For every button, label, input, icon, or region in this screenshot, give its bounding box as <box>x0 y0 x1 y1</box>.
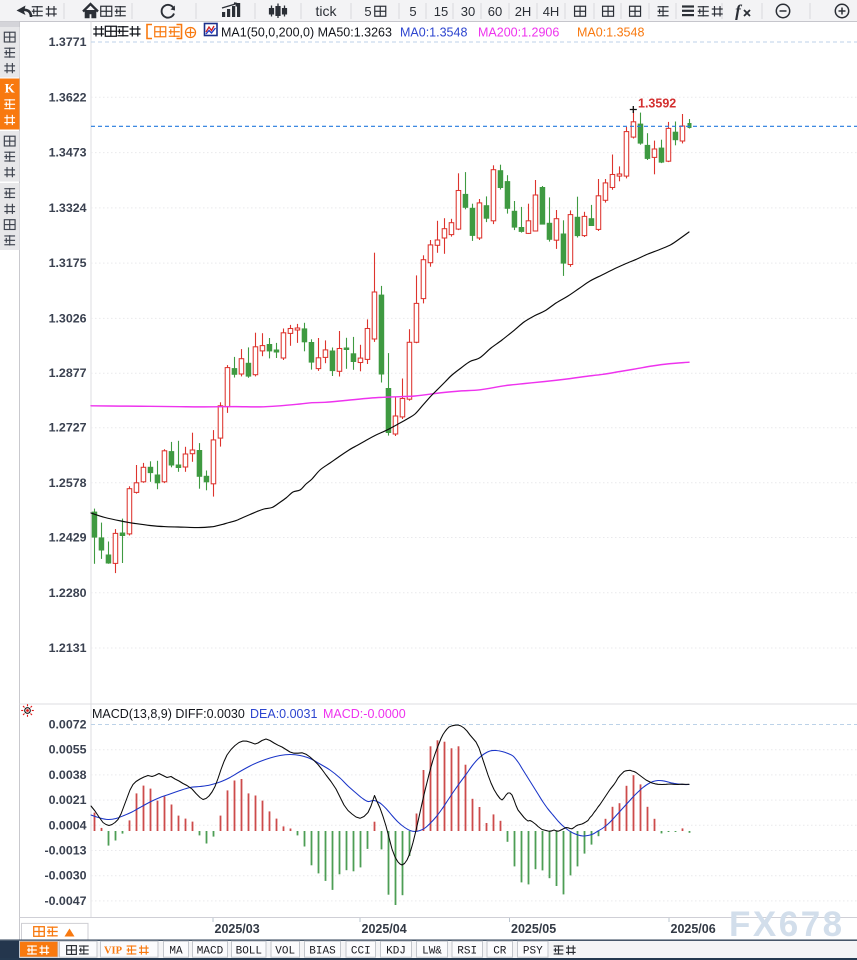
svg-text:VIP: VIP <box>104 946 123 957</box>
svg-text:30: 30 <box>461 4 475 19</box>
svg-text:-0.0030: -0.0030 <box>44 869 86 883</box>
svg-text:2025/06: 2025/06 <box>671 922 716 936</box>
svg-text:0.0004: 0.0004 <box>49 818 87 832</box>
svg-text:CR: CR <box>493 946 507 958</box>
svg-text:5: 5 <box>409 4 416 19</box>
svg-text:MA0:1.3548: MA0:1.3548 <box>400 26 467 40</box>
svg-text:VOL: VOL <box>275 946 295 958</box>
svg-text:60: 60 <box>488 4 502 19</box>
svg-text:1.3622: 1.3622 <box>49 90 87 104</box>
svg-text:tick: tick <box>316 3 338 19</box>
svg-text:1.2727: 1.2727 <box>49 421 87 435</box>
svg-text:BOLL: BOLL <box>236 946 262 958</box>
svg-text:RSI: RSI <box>457 946 477 958</box>
svg-text:PSY: PSY <box>523 946 543 958</box>
svg-text:MA: MA <box>169 946 183 958</box>
svg-text:0.0021: 0.0021 <box>49 793 87 807</box>
svg-text:2025/04: 2025/04 <box>362 922 407 936</box>
svg-text:MACD: MACD <box>197 946 224 958</box>
svg-text:1.2280: 1.2280 <box>49 586 87 600</box>
svg-text:1.3026: 1.3026 <box>49 311 87 325</box>
svg-text:MA200:1.2906: MA200:1.2906 <box>478 26 559 40</box>
svg-text:MACD:-0.0000: MACD:-0.0000 <box>323 707 406 721</box>
svg-text:0.0038: 0.0038 <box>49 768 87 782</box>
svg-text:1.2578: 1.2578 <box>49 476 87 490</box>
svg-text:K: K <box>5 80 16 95</box>
svg-text:1.2131: 1.2131 <box>49 641 87 655</box>
svg-text:2025/03: 2025/03 <box>215 922 260 936</box>
svg-text:FX678: FX678 <box>729 905 845 944</box>
svg-text:4H: 4H <box>543 4 560 19</box>
svg-text:DEA:0.0031: DEA:0.0031 <box>250 707 317 721</box>
svg-text:BIAS: BIAS <box>309 946 336 958</box>
svg-text:1.2429: 1.2429 <box>49 531 87 545</box>
svg-text:-0.0013: -0.0013 <box>44 844 86 858</box>
svg-text:0.0072: 0.0072 <box>49 718 87 732</box>
svg-text:f: f <box>735 2 743 21</box>
svg-text:1.3592: 1.3592 <box>638 97 676 111</box>
svg-text:5: 5 <box>364 4 371 19</box>
svg-text:MA0:1.3548: MA0:1.3548 <box>577 26 644 40</box>
svg-text:1.3175: 1.3175 <box>49 256 87 270</box>
svg-text:2025/05: 2025/05 <box>511 922 556 936</box>
svg-text:-0.0047: -0.0047 <box>44 894 86 908</box>
svg-text:KDJ: KDJ <box>386 946 406 958</box>
svg-text:2H: 2H <box>515 4 532 19</box>
svg-text:CCI: CCI <box>351 946 371 958</box>
svg-text:15: 15 <box>434 4 448 19</box>
svg-text:1.3473: 1.3473 <box>49 146 87 160</box>
svg-text:LW&: LW& <box>422 946 442 958</box>
svg-text:1.2877: 1.2877 <box>49 366 87 380</box>
svg-text:0.0055: 0.0055 <box>49 743 87 757</box>
svg-text:MA1(50,0,200,0) MA50:1.3263: MA1(50,0,200,0) MA50:1.3263 <box>221 26 392 40</box>
svg-text:MACD(13,8,9) DIFF:0.0030: MACD(13,8,9) DIFF:0.0030 <box>92 707 245 721</box>
svg-text:1.3771: 1.3771 <box>49 35 87 49</box>
svg-text:1.3324: 1.3324 <box>49 201 87 215</box>
